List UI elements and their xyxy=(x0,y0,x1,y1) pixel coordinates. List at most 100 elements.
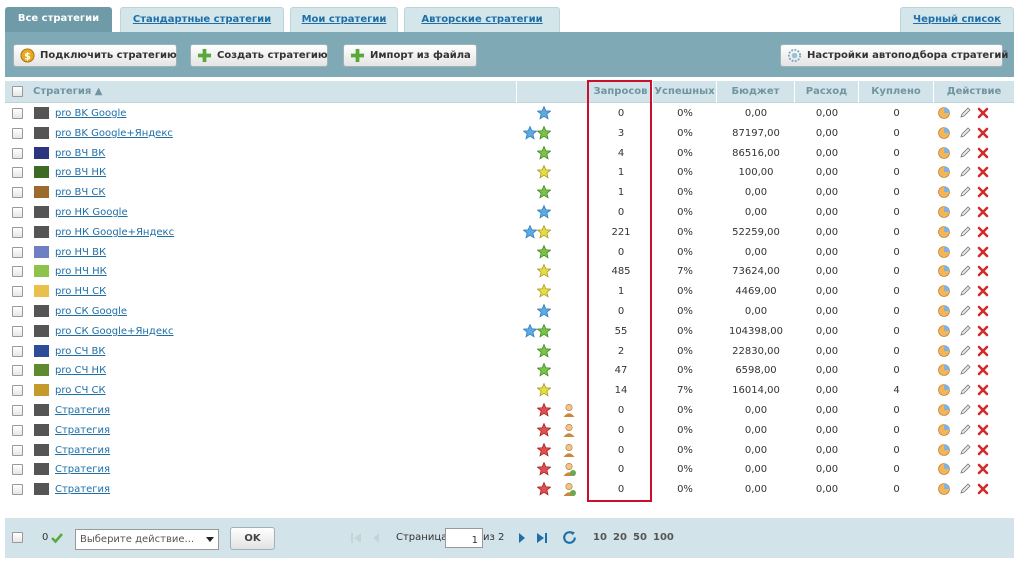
strategy-name-link[interactable]: Стратегия xyxy=(55,424,111,436)
delete-icon[interactable] xyxy=(977,483,989,495)
autoselect-settings-button[interactable]: Настройки автоподбора стратегий xyxy=(780,44,1008,67)
strategy-name-link[interactable]: pro СК Google xyxy=(55,306,128,317)
edit-icon[interactable] xyxy=(959,147,971,159)
page-input[interactable]: 1 xyxy=(445,528,483,548)
delete-icon[interactable] xyxy=(977,246,989,258)
edit-icon[interactable] xyxy=(959,364,971,376)
stats-icon[interactable] xyxy=(938,305,950,317)
edit-icon[interactable] xyxy=(959,483,971,495)
connect-strategy-button[interactable]: $ Подключить стратегию xyxy=(13,44,177,67)
delete-icon[interactable] xyxy=(977,305,989,317)
strategy-name-link[interactable]: pro СК Google+Яндекс xyxy=(55,325,174,337)
edit-icon[interactable] xyxy=(959,305,971,317)
row-checkbox[interactable] xyxy=(12,385,23,397)
row-checkbox[interactable] xyxy=(12,444,23,456)
row-checkbox[interactable] xyxy=(12,246,23,258)
row-checkbox[interactable] xyxy=(12,286,23,298)
row-checkbox[interactable] xyxy=(12,306,23,317)
delete-icon[interactable] xyxy=(977,345,989,357)
row-checkbox[interactable] xyxy=(12,187,23,199)
row-checkbox[interactable] xyxy=(12,464,23,476)
edit-icon[interactable] xyxy=(959,265,971,277)
import-file-button[interactable]: Импорт из файла xyxy=(343,44,477,67)
strategy-name-link[interactable]: pro BK Google xyxy=(55,108,127,119)
tab-my-strategies[interactable]: Мои стратегии xyxy=(290,7,398,32)
column-header-bought[interactable]: Куплено xyxy=(859,81,934,103)
footer-select-checkbox[interactable] xyxy=(12,532,23,543)
strategy-name-link[interactable]: pro ВЧ НК xyxy=(55,167,107,179)
delete-icon[interactable] xyxy=(977,226,989,238)
page-size-20[interactable]: 20 xyxy=(613,532,627,543)
prev-page-icon[interactable] xyxy=(371,532,381,544)
row-checkbox[interactable] xyxy=(12,424,23,436)
stats-icon[interactable] xyxy=(938,146,950,159)
strategy-name-link[interactable]: pro НЧ ВК xyxy=(55,246,107,258)
delete-icon[interactable] xyxy=(977,404,989,416)
row-checkbox[interactable] xyxy=(12,266,23,278)
edit-icon[interactable] xyxy=(959,424,971,436)
row-checkbox[interactable] xyxy=(12,345,23,357)
strategy-name-link[interactable]: pro НК Google xyxy=(55,207,128,218)
stats-icon[interactable] xyxy=(938,126,950,139)
strategy-name-link[interactable]: Стратегия xyxy=(55,405,111,416)
stats-icon[interactable] xyxy=(938,265,950,278)
column-header-requests[interactable]: Запросов xyxy=(589,81,653,103)
page-size-50[interactable]: 50 xyxy=(633,532,647,543)
stats-icon[interactable] xyxy=(938,245,950,258)
edit-icon[interactable] xyxy=(959,186,971,198)
bulk-action-select[interactable]: Выберите действие... xyxy=(75,529,219,550)
delete-icon[interactable] xyxy=(977,265,989,277)
strategy-name-link[interactable]: pro ВЧ ВК xyxy=(55,147,106,159)
column-header-budget[interactable]: Бюджет xyxy=(717,81,795,103)
next-page-icon[interactable] xyxy=(517,532,527,544)
last-page-icon[interactable] xyxy=(536,532,548,544)
row-checkbox[interactable] xyxy=(12,147,23,159)
column-header-spent[interactable]: Расход xyxy=(795,81,859,103)
tab-standard-strategies[interactable]: Стандартные стратегии xyxy=(120,7,284,32)
delete-icon[interactable] xyxy=(977,364,989,376)
edit-icon[interactable] xyxy=(959,325,971,337)
edit-icon[interactable] xyxy=(959,107,971,119)
stats-icon[interactable] xyxy=(938,443,950,456)
tab-blacklist[interactable]: Черный список xyxy=(900,7,1014,32)
delete-icon[interactable] xyxy=(977,206,989,218)
edit-icon[interactable] xyxy=(959,127,971,139)
delete-icon[interactable] xyxy=(977,127,989,139)
column-header-success[interactable]: Успешных xyxy=(653,81,717,103)
strategy-name-link[interactable]: pro НК Google+Яндекс xyxy=(55,226,175,238)
page-size-10[interactable]: 10 xyxy=(593,532,607,543)
strategy-name-link[interactable]: Стратегия xyxy=(55,444,111,456)
column-header-strategy[interactable]: Стратегия ▲ xyxy=(27,81,517,103)
strategy-name-link[interactable]: pro НЧ СК xyxy=(55,286,107,298)
edit-icon[interactable] xyxy=(959,444,971,456)
stats-icon[interactable] xyxy=(938,364,950,377)
delete-icon[interactable] xyxy=(977,424,989,436)
row-checkbox[interactable] xyxy=(12,405,23,416)
select-all-checkbox[interactable] xyxy=(12,86,23,97)
row-checkbox[interactable] xyxy=(12,325,23,337)
edit-icon[interactable] xyxy=(959,206,971,218)
delete-icon[interactable] xyxy=(977,166,989,178)
edit-icon[interactable] xyxy=(959,345,971,357)
row-checkbox[interactable] xyxy=(12,484,23,496)
delete-icon[interactable] xyxy=(977,285,989,297)
delete-icon[interactable] xyxy=(977,384,989,396)
stats-icon[interactable] xyxy=(938,166,950,179)
strategy-name-link[interactable]: pro СЧ СК xyxy=(55,385,106,397)
row-checkbox[interactable] xyxy=(12,167,23,179)
delete-icon[interactable] xyxy=(977,444,989,456)
tab-all-strategies[interactable]: Все стратегии xyxy=(5,7,112,32)
row-checkbox[interactable] xyxy=(12,127,23,139)
stats-icon[interactable] xyxy=(938,344,950,357)
stats-icon[interactable] xyxy=(938,107,950,119)
strategy-name-link[interactable]: pro НЧ НК xyxy=(55,266,107,278)
stats-icon[interactable] xyxy=(938,384,950,396)
stats-icon[interactable] xyxy=(938,225,950,238)
ok-button[interactable]: OK xyxy=(230,527,275,550)
delete-icon[interactable] xyxy=(977,147,989,159)
stats-icon[interactable] xyxy=(938,404,950,416)
create-strategy-button[interactable]: Создать стратегию xyxy=(190,44,328,67)
edit-icon[interactable] xyxy=(959,226,971,238)
edit-icon[interactable] xyxy=(959,404,971,416)
strategy-name-link[interactable]: pro СЧ ВК xyxy=(55,345,106,357)
